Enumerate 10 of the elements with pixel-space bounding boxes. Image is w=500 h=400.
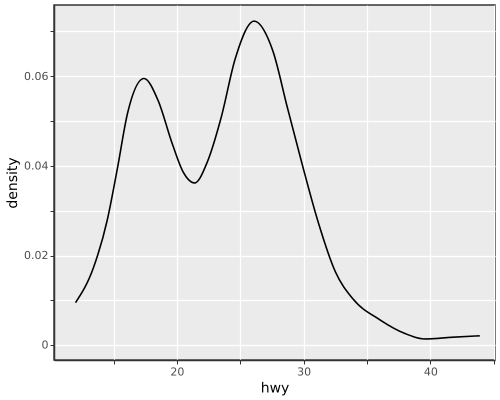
x-tick-label: 20: [170, 366, 184, 378]
y-axis-title: density: [5, 157, 22, 209]
y-tick-label: 0.06: [24, 70, 48, 83]
line-series: [74, 20, 481, 340]
x-tick-label: 30: [297, 366, 312, 378]
y-tick-label: 0: [42, 338, 48, 352]
x-axis-title: hwy: [260, 380, 290, 396]
y-tick-label: 0.02: [24, 249, 48, 262]
x-tick-label: 40: [424, 366, 438, 378]
y-tick-label: 0.04: [24, 159, 48, 172]
